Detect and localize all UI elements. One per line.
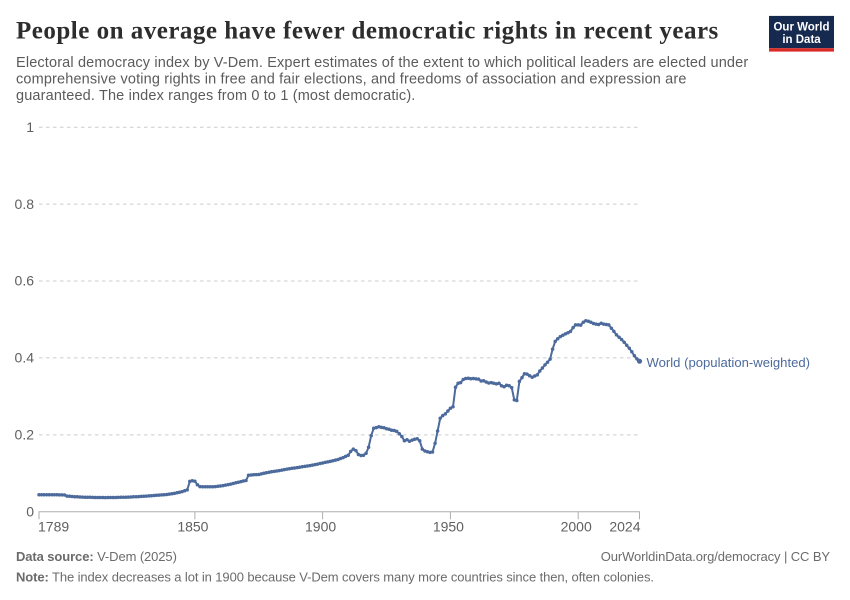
svg-text:0.2: 0.2: [15, 427, 35, 443]
svg-text:1789: 1789: [38, 519, 69, 535]
svg-text:1900: 1900: [305, 519, 336, 535]
svg-text:guaranteed. The index ranges f: guaranteed. The index ranges from 0 to 1…: [16, 88, 415, 104]
svg-text:World (population-weighted): World (population-weighted): [647, 355, 811, 370]
svg-text:2000: 2000: [561, 519, 592, 535]
svg-text:0.6: 0.6: [15, 273, 35, 289]
svg-text:0.8: 0.8: [15, 196, 35, 212]
svg-text:Electoral democracy index by V: Electoral democracy index by V-Dem. Expe…: [16, 55, 748, 71]
svg-text:2024: 2024: [609, 519, 640, 535]
svg-text:People on average have fewer d: People on average have fewer democratic …: [16, 18, 719, 45]
svg-text:comprehensive voting rights in: comprehensive voting rights in free and …: [16, 72, 687, 88]
svg-text:1: 1: [26, 119, 34, 135]
svg-text:in Data: in Data: [782, 34, 821, 46]
svg-text:1950: 1950: [433, 519, 464, 535]
svg-text:Data source: V-Dem (2025): Data source: V-Dem (2025): [16, 549, 177, 564]
svg-text:1850: 1850: [177, 519, 208, 535]
svg-text:Note: The index decreases a lo: Note: The index decreases a lot in 1900 …: [16, 570, 654, 585]
svg-text:Our World: Our World: [773, 22, 829, 34]
svg-text:0: 0: [26, 504, 34, 520]
svg-text:OurWorldinData.org/democracy |: OurWorldinData.org/democracy | CC BY: [601, 549, 831, 564]
svg-text:0.4: 0.4: [15, 350, 35, 366]
